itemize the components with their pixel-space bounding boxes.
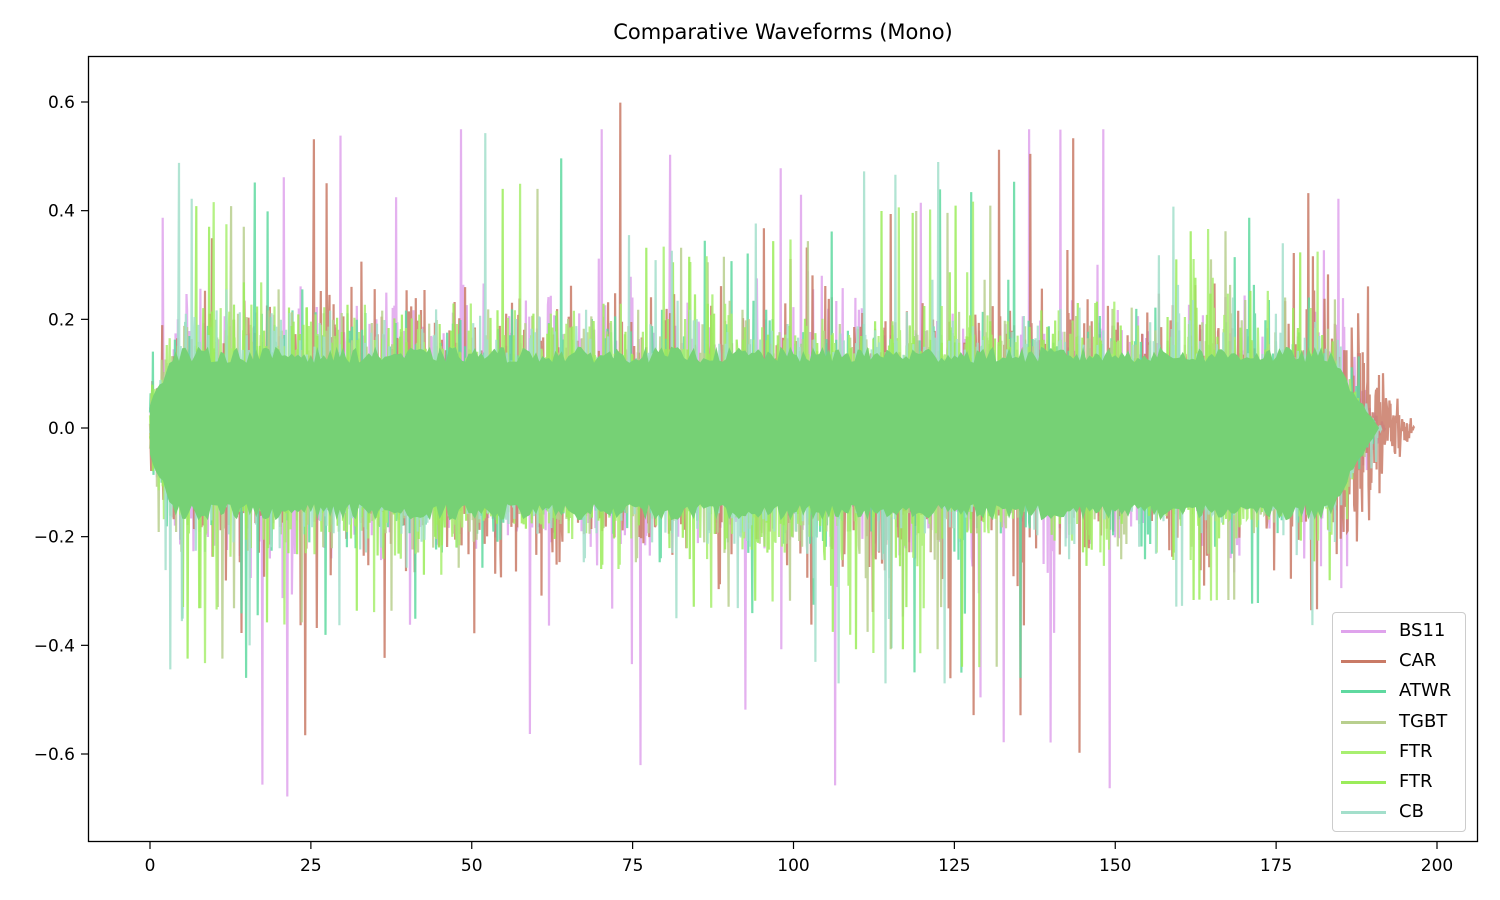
y-axis: −0.6 −0.4 −0.2 0.0 0.2 0.4 0.6	[34, 93, 88, 765]
legend-label: TGBT	[1399, 710, 1448, 732]
x-axis: 0 25 50 75 100 125 150 175 200	[145, 842, 1453, 876]
y-tick-label: −0.4	[34, 636, 75, 656]
x-tick-label: 150	[1099, 856, 1131, 876]
legend-item: CAR	[1333, 647, 1463, 677]
legend-line-swatch	[1341, 781, 1386, 784]
legend-label: ATWR	[1399, 680, 1452, 702]
legend-label: CB	[1399, 801, 1424, 823]
x-tick-label: 75	[622, 856, 644, 876]
legend-line-swatch	[1341, 720, 1386, 724]
chart-title: Comparative Waveforms (Mono)	[613, 20, 953, 44]
y-tick-label: 0.4	[48, 202, 75, 222]
x-tick-label: 125	[938, 856, 970, 876]
legend-item: FTR	[1333, 768, 1463, 798]
legend-item: CB	[1333, 798, 1463, 828]
legend-label: FTR	[1399, 771, 1433, 792]
y-tick-label: 0.0	[48, 419, 75, 439]
x-tick-label: 200	[1421, 856, 1453, 876]
legend: BS11 CAR ATWR TGBT FTR FTR CB	[1332, 612, 1466, 832]
legend-line-swatch	[1341, 660, 1386, 664]
x-tick-label: 0	[145, 856, 156, 876]
y-tick-label: 0.2	[48, 310, 75, 330]
x-tick-label: 25	[300, 856, 322, 876]
legend-item: TGBT	[1333, 708, 1463, 738]
legend-line-swatch	[1341, 811, 1386, 815]
legend-label: BS11	[1399, 620, 1446, 641]
x-tick-label: 100	[777, 856, 809, 876]
plot-frame	[87, 55, 1479, 843]
waveform-series-group	[148, 102, 1416, 797]
x-tick-label: 50	[461, 856, 483, 876]
y-tick-label: −0.6	[34, 745, 75, 765]
legend-item: ATWR	[1333, 677, 1463, 707]
legend-label: FTR	[1399, 740, 1433, 762]
waveform-dense-band	[150, 346, 1380, 521]
legend-line-swatch	[1341, 690, 1386, 694]
legend-line-swatch	[1341, 750, 1386, 754]
y-tick-label: 0.6	[48, 93, 75, 113]
legend-item: BS11	[1333, 617, 1463, 647]
legend-label: CAR	[1399, 650, 1437, 672]
x-tick-label: 175	[1260, 856, 1292, 876]
legend-line-swatch	[1341, 630, 1386, 633]
y-tick-label: −0.2	[34, 528, 75, 548]
legend-item: FTR	[1333, 738, 1463, 768]
